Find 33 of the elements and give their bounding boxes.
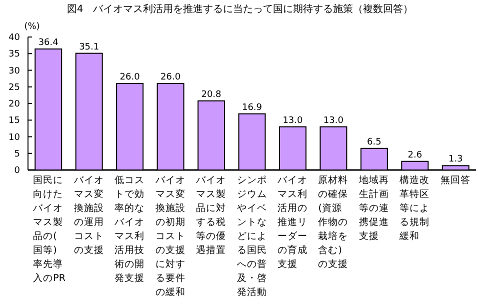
data-label: 2.6 xyxy=(408,150,422,160)
y-tick-label: 30 xyxy=(8,66,20,76)
x-tick-label: バイオマス変換施設の運用コストの支援 xyxy=(72,175,104,256)
data-label: 35.1 xyxy=(79,42,100,52)
y-tick-label: 0 xyxy=(14,166,20,176)
x-tick-label: 地域再生計画等の連携促進支援 xyxy=(358,174,389,242)
y-tick-label: 20 xyxy=(8,100,20,110)
x-tick-label: 低コストで効率的なバイオマス利活用技術の開発支援 xyxy=(114,175,145,284)
x-tick-label: 原材料の確保(資源作物の栽培を含む)の支援 xyxy=(317,174,348,270)
y-axis-title: (%) xyxy=(24,22,40,32)
data-label: 1.3 xyxy=(448,154,463,165)
category-label: バイオマス変換施設の初期コストの支援に対する要件の緩和 xyxy=(155,175,186,298)
y-tick-label: 10 xyxy=(8,132,20,143)
category-label: シンポジウムやイベントなどによる国民への普及・啓発活動 xyxy=(236,175,267,298)
x-tick-label: 無回答 xyxy=(440,174,470,186)
data-label: 13.0 xyxy=(323,116,344,126)
x-tick-label: 構造改革特区等による規制緩和 xyxy=(398,174,430,242)
x-tick-label: バイオマス製品に対する税等の優遇措置 xyxy=(195,175,226,256)
data-label: 6.5 xyxy=(367,137,382,148)
x-tick-label: 国民に向けたバイオマス製品の(国等)率先導入のPR xyxy=(32,175,66,284)
y-tick-label: 5 xyxy=(14,149,20,160)
x-tick-label: バイオマス利活用の推進リーダーの育成支援 xyxy=(276,175,308,270)
data-label: 26.0 xyxy=(160,72,181,83)
chart-title: 図4 バイオマス利活用を推進するに当たって国に期待する施策（複数回答） xyxy=(66,3,414,15)
y-tick-label: 25 xyxy=(8,82,20,93)
data-label: 16.9 xyxy=(242,102,262,113)
data-label: 36.4 xyxy=(38,38,59,48)
data-label: 20.8 xyxy=(201,90,222,100)
y-tick-label: 35 xyxy=(8,50,20,60)
data-label: 13.0 xyxy=(282,116,304,126)
y-tick-label: 40 xyxy=(8,33,20,43)
data-label: 26.0 xyxy=(120,72,140,83)
y-tick-label: 15 xyxy=(8,116,20,126)
